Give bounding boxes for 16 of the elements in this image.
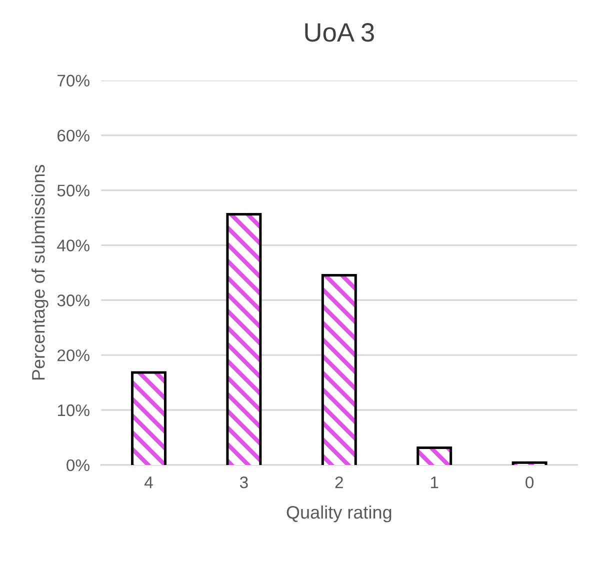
y-tick-label: 50%: [57, 184, 90, 196]
x-tick-label: 4: [144, 476, 153, 488]
y-tick-label: 0%: [66, 459, 90, 472]
y-tick-label: 60%: [58, 130, 90, 142]
y-axis-title: Percentage of submissions: [32, 164, 48, 380]
x-tick-label: 1: [430, 476, 438, 488]
y-tick-label: 30%: [57, 294, 90, 306]
x-axis-title: Quality rating: [286, 505, 392, 522]
chart-title: UoA 3: [305, 23, 374, 42]
y-tick-label: 70%: [58, 74, 90, 87]
x-tick-label: 0: [526, 476, 534, 488]
y-tick-label: 40%: [57, 240, 90, 252]
y-tick-label: 10%: [58, 404, 90, 416]
x-tick-label: 3: [240, 476, 248, 488]
y-tick-label: 20%: [58, 349, 90, 362]
x-tick-label: 2: [335, 476, 343, 488]
